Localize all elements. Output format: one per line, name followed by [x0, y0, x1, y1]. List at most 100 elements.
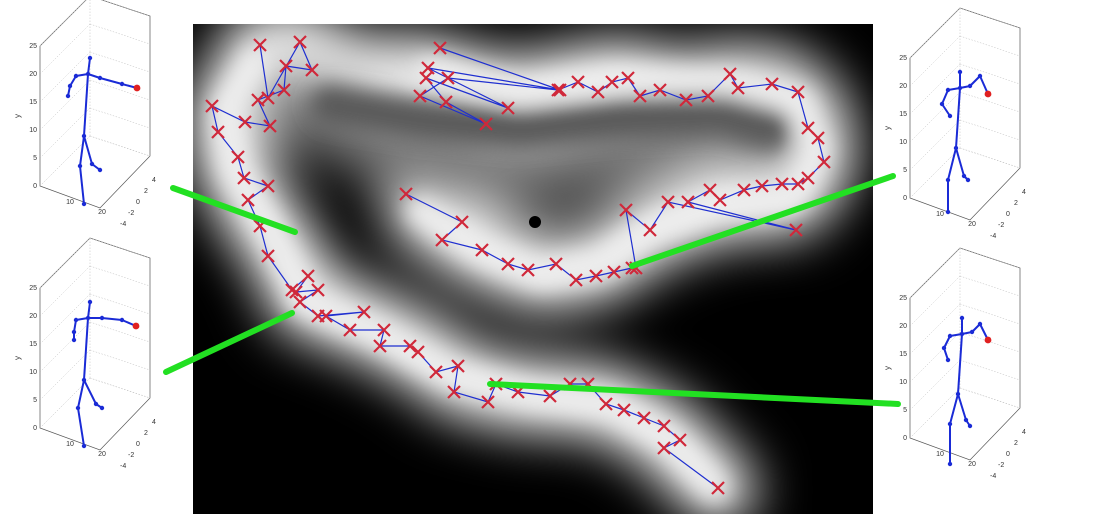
sample-cross	[433, 41, 447, 55]
z-tick-label: 2	[144, 430, 148, 437]
z-tick-label: -2	[128, 452, 134, 459]
z-tick-label: 2	[144, 188, 148, 195]
skeleton-figure	[65, 55, 141, 207]
sample-cross	[711, 481, 725, 495]
y-tick-label: 0	[903, 435, 907, 442]
y-tick-label: 20	[899, 83, 907, 90]
sample-cross	[599, 397, 613, 411]
z-tick-label: -2	[128, 210, 134, 217]
sample-cross	[261, 179, 275, 193]
sample-cross	[481, 395, 495, 409]
z-tick-label: 0	[1006, 211, 1010, 218]
link-line-bottom-left	[163, 310, 295, 375]
sample-cross	[311, 283, 325, 297]
sample-cross	[413, 89, 427, 103]
z-tick-label: -4	[990, 473, 996, 480]
y-tick-label: 10	[29, 127, 37, 134]
y-tick-label: 5	[903, 167, 907, 174]
sample-cross	[293, 295, 307, 309]
sample-cross	[723, 67, 737, 81]
sample-cross	[521, 263, 535, 277]
y-tick-label: 15	[899, 111, 907, 118]
sample-cross	[605, 75, 619, 89]
sample-cross	[569, 273, 583, 287]
y-tick-label: 0	[903, 195, 907, 202]
hand-marker	[984, 336, 992, 344]
z-tick-label: 0	[1006, 451, 1010, 458]
sample-cross	[543, 389, 557, 403]
y-tick-label: 5	[33, 155, 37, 162]
sample-cross	[261, 249, 275, 263]
sample-cross	[343, 323, 357, 337]
sample-cross	[619, 203, 633, 217]
sample-cross	[755, 179, 769, 193]
sample-cross	[211, 125, 225, 139]
sample-cross	[377, 323, 391, 337]
y-axis-label: y	[883, 126, 892, 130]
y-tick-label: 10	[899, 139, 907, 146]
sample-cross	[263, 119, 277, 133]
sample-cross	[653, 83, 667, 97]
y-tick-label: 5	[33, 397, 37, 404]
sample-cross	[435, 233, 449, 247]
y-tick-label: 25	[29, 285, 37, 292]
sample-cross	[589, 269, 603, 283]
sample-cross	[411, 345, 425, 359]
sample-cross	[205, 99, 219, 113]
sample-cross	[293, 35, 307, 49]
link-lines	[163, 173, 901, 407]
sample-cross	[319, 309, 333, 323]
y-tick-label: 20	[899, 323, 907, 330]
y-tick-label: 15	[899, 351, 907, 358]
sample-cross	[789, 223, 803, 237]
y-tick-label: 10	[29, 369, 37, 376]
z-tick-label: -4	[990, 233, 996, 240]
sample-cross	[661, 195, 675, 209]
sample-cross	[279, 59, 293, 73]
sample-cross	[501, 101, 515, 115]
sample-cross	[801, 171, 815, 185]
sample-cross	[439, 95, 453, 109]
sample-cross	[549, 257, 563, 271]
x-tick-label: 10	[66, 441, 74, 448]
sample-cross	[289, 285, 303, 299]
sample-cross	[357, 305, 371, 319]
z-tick-label: 2	[1014, 200, 1018, 207]
x-tick-label: 20	[968, 221, 976, 228]
x-tick-label: 10	[936, 211, 944, 218]
sample-cross	[621, 71, 635, 85]
sample-cross	[455, 215, 469, 229]
sample-cross	[657, 441, 671, 455]
sample-cross	[701, 89, 715, 103]
link-line-top-left	[170, 185, 298, 235]
sample-cross	[447, 385, 461, 399]
skeleton-figure	[941, 315, 992, 467]
sample-cross	[251, 93, 265, 107]
sample-cross	[305, 63, 319, 77]
x-tick-label: 20	[968, 461, 976, 468]
link-line-bottom-right	[487, 381, 901, 407]
y-axis-label: y	[13, 114, 22, 118]
sample-cross	[737, 183, 751, 197]
z-tick-label: 4	[152, 419, 156, 426]
sample-cross	[253, 38, 267, 52]
sample-cross	[419, 71, 433, 85]
sample-cross	[791, 177, 805, 191]
skeleton-figure	[939, 69, 992, 215]
z-tick-label: -2	[998, 462, 1004, 469]
sample-cross	[231, 150, 245, 164]
sample-cross	[731, 81, 745, 95]
z-tick-label: -4	[120, 463, 126, 470]
y-tick-label: 15	[29, 99, 37, 106]
sample-cross	[681, 195, 695, 209]
sample-cross	[637, 411, 651, 425]
y-tick-label: 25	[899, 295, 907, 302]
z-tick-label: -2	[998, 222, 1004, 229]
sample-cross	[238, 115, 252, 129]
sample-cross	[301, 269, 315, 283]
hand-marker	[984, 90, 992, 98]
